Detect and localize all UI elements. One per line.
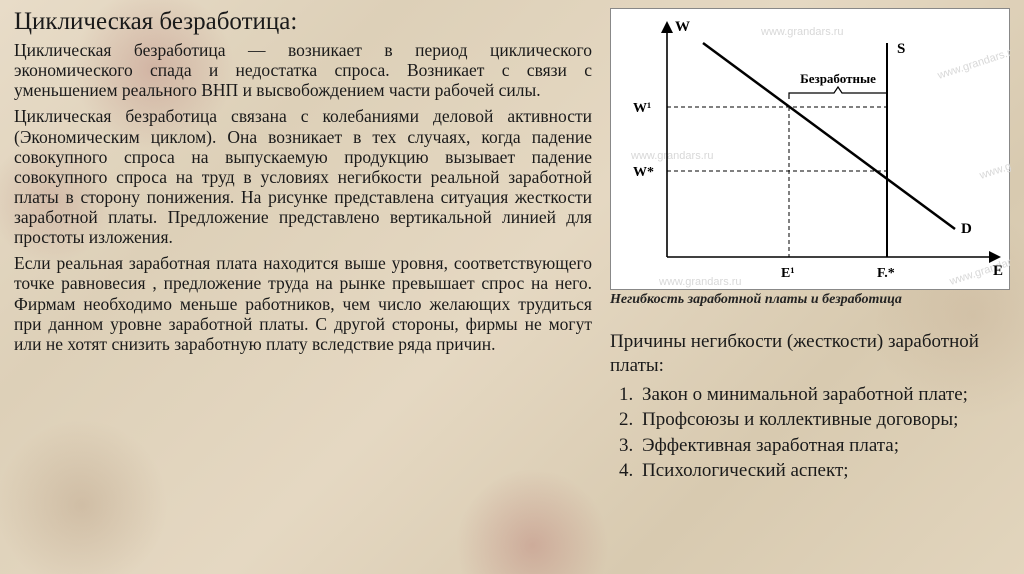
wage-rigidity-diagram: www.grandars.ru www.grandars.ru www.granda… [610,8,1010,290]
svg-text:W¹: W¹ [633,101,651,116]
svg-text:E¹: E¹ [781,266,795,281]
diagram-caption: Негибкость заработной платы и безработиц… [610,292,1010,308]
page-title: Циклическая безработица: [14,8,592,36]
svg-text:Безработные: Безработные [800,71,876,86]
svg-text:D: D [961,221,972,237]
paragraph-2: Циклическая безработица связана с колеба… [14,106,592,247]
reasons-heading: Причины негибкости (жесткости) заработно… [610,330,1010,378]
paragraph-1: Циклическая безработица — возникает в пе… [14,40,592,100]
list-item: Психологический аспект; [638,458,1010,484]
svg-text:S: S [897,41,905,57]
paragraph-3: Если реальная заработная плата находится… [14,253,592,354]
svg-text:www.grandars.ru: www.grandars.ru [977,145,1011,182]
list-item: Эффективная заработная плата; [638,433,1010,459]
list-item: Закон о минимальной заработной плате; [638,382,1010,408]
svg-text:www.grandars.ru: www.grandars.ru [630,150,714,162]
reasons-list: Закон о минимальной заработной плате; Пр… [610,382,1010,485]
svg-text:www.grandars.ru: www.grandars.ru [935,45,1011,82]
svg-text:www.grandars.ru: www.grandars.ru [760,26,844,38]
list-item: Профсоюзы и коллективные договоры; [638,407,1010,433]
svg-text:www.grandars.ru: www.grandars.ru [658,276,742,288]
svg-text:W: W [675,19,690,35]
svg-text:W*: W* [633,165,654,180]
svg-text:E: E [993,263,1003,279]
svg-text:F.*: F.* [877,266,895,281]
